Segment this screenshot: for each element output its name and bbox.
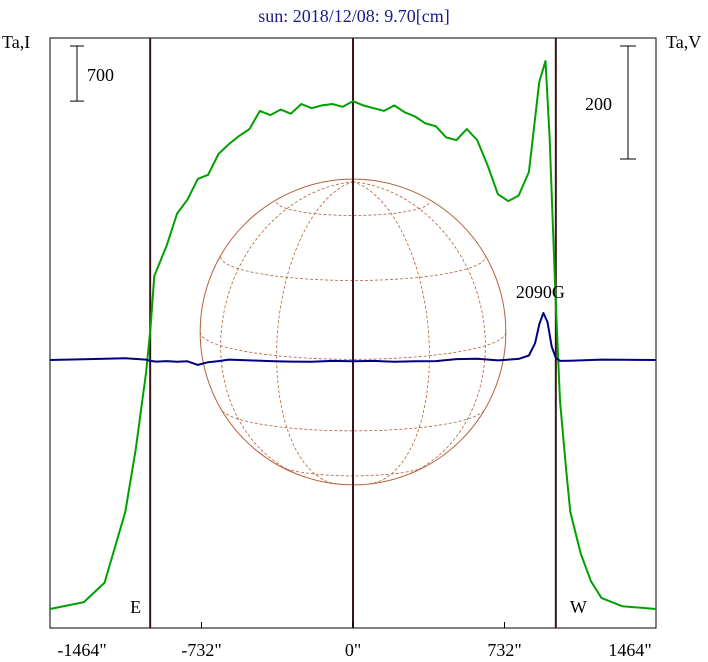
longitude-line [220,181,354,478]
limb-label-east: E [130,597,141,617]
x-axis-ticks: -1464" -732" 0" 732" 1464" [49,622,657,660]
left-axis-label: Ta,I [2,32,30,52]
x-tick-label: 0" [345,640,361,660]
scale-bars: 700 200 [70,45,636,160]
limb-label-west: W [570,597,587,617]
x-tick-label: 1464" [608,640,651,660]
scale-bar-v-label: 200 [585,94,612,114]
intensity-series-line [49,60,657,610]
longitude-line [352,181,486,478]
longitude-line [352,181,430,485]
longitude-line [276,181,354,485]
chart-title: sun: 2018/12/08: 9.70[cm] [258,6,450,26]
series-layer [49,60,657,610]
polarization-series-line [49,312,657,366]
latitude-line [222,410,484,432]
x-tick-label: 732" [487,640,521,660]
right-axis-label: Ta,V [666,32,701,52]
reference-lines [149,38,557,628]
field-annotation: 2090G [516,282,565,302]
latitude-line [276,201,430,216]
scale-bar-i-label: 700 [87,65,114,85]
x-tick-label: -1464" [57,640,106,660]
x-tick-label: -732" [181,640,221,660]
